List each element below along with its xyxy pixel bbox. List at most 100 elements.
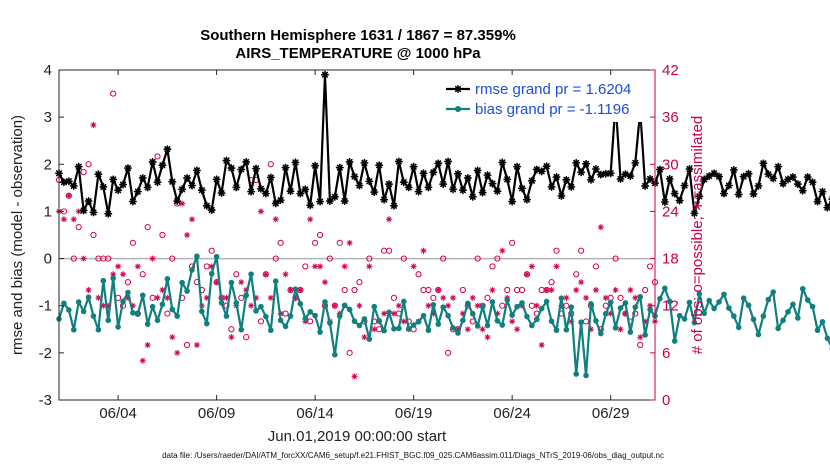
rmse-point bbox=[227, 164, 236, 173]
rmse-point bbox=[665, 174, 674, 183]
rmse-point-stroke bbox=[518, 185, 526, 192]
bias-point bbox=[75, 299, 82, 305]
bias-point bbox=[189, 267, 195, 273]
bias-point bbox=[263, 313, 269, 320]
obs-possible-point bbox=[164, 310, 171, 317]
obs-possible-point bbox=[233, 271, 240, 278]
bias-point bbox=[548, 318, 555, 325]
rmse-point bbox=[547, 182, 556, 191]
bias-point bbox=[164, 276, 171, 282]
obs-assimilated-point bbox=[193, 341, 201, 349]
obs-assimilated-point bbox=[307, 216, 314, 223]
bias-point bbox=[804, 297, 811, 303]
obs-assimilated-point-stroke bbox=[637, 334, 643, 340]
rmse-point bbox=[567, 182, 576, 191]
bias-point bbox=[627, 329, 634, 335]
bias-point bbox=[415, 318, 422, 325]
obs-assimilated-point-stroke bbox=[194, 342, 200, 348]
bias-point bbox=[469, 310, 476, 317]
rmse-point-stroke bbox=[676, 197, 683, 204]
obs-assimilated-point-stroke bbox=[283, 271, 288, 277]
obs-assimilated-point bbox=[361, 334, 368, 341]
obs-assimilated-point-stroke bbox=[229, 334, 234, 340]
rmse-point bbox=[601, 169, 610, 178]
obs-assimilated-point-stroke bbox=[514, 326, 520, 332]
rmse-point bbox=[123, 164, 132, 173]
rmse-point bbox=[798, 186, 807, 195]
rmse-point-stroke bbox=[607, 170, 614, 177]
rmse-point-stroke bbox=[587, 176, 595, 183]
rmse-point bbox=[498, 158, 507, 167]
obs-assimilated-point bbox=[440, 294, 447, 301]
bias-point bbox=[445, 312, 451, 319]
rmse-point bbox=[187, 181, 196, 190]
rmse-point bbox=[69, 181, 78, 190]
bias-point bbox=[248, 271, 254, 277]
rmse-point-stroke bbox=[361, 159, 368, 166]
rmse-point bbox=[813, 197, 822, 206]
rmse-point bbox=[557, 191, 566, 200]
bias-point bbox=[755, 331, 762, 338]
bias-point bbox=[282, 323, 289, 330]
y-tick-label: -3 bbox=[39, 392, 52, 409]
rmse-point bbox=[453, 169, 462, 178]
bias-point bbox=[213, 253, 220, 260]
obs-assimilated-point bbox=[627, 286, 634, 294]
obs-assimilated-point bbox=[449, 294, 457, 301]
obs-assimilated-point-stroke bbox=[189, 216, 195, 222]
obs-assimilated-point-stroke bbox=[421, 248, 426, 254]
rmse-point-stroke bbox=[430, 169, 437, 176]
obs-assimilated-point bbox=[385, 216, 393, 223]
bias-point bbox=[381, 327, 387, 334]
obs-possible-point bbox=[85, 161, 92, 168]
obs-assimilated-point bbox=[100, 302, 107, 309]
obs-possible-point bbox=[617, 294, 624, 301]
rmse-point bbox=[350, 172, 359, 181]
bias-point bbox=[179, 279, 185, 286]
obs-assimilated-point-stroke bbox=[371, 326, 377, 332]
obs-assimilated-point-stroke bbox=[209, 264, 215, 269]
rmse-point-stroke bbox=[129, 198, 136, 205]
obs-assimilated-point-stroke bbox=[554, 264, 559, 269]
bias-point bbox=[272, 278, 279, 285]
obs-possible-point bbox=[351, 286, 358, 294]
obs-assimilated-point-stroke bbox=[426, 303, 431, 309]
obs-assimilated-point bbox=[400, 318, 407, 325]
y-axis-right-label: # of obs: o=possible; ∗=assimilated bbox=[689, 116, 706, 355]
rmse-point-stroke bbox=[602, 170, 609, 177]
obs-assimilated-point bbox=[597, 224, 604, 231]
bias-point bbox=[731, 313, 737, 319]
x-tick-label: 06/29 bbox=[592, 405, 630, 422]
rmse-point-stroke bbox=[548, 183, 555, 190]
obs-assimilated-point-stroke bbox=[100, 303, 106, 309]
obs-assimilated-point-stroke bbox=[357, 303, 362, 309]
obs-assimilated-point-stroke bbox=[273, 216, 279, 222]
rmse-point-stroke bbox=[366, 178, 373, 185]
rmse-point-stroke bbox=[346, 158, 353, 165]
obs-assimilated-point-stroke bbox=[165, 295, 170, 301]
obs-assimilated-point-stroke bbox=[307, 216, 313, 222]
bias-point bbox=[494, 318, 501, 324]
bias-point bbox=[735, 324, 742, 331]
rmse-point bbox=[389, 201, 398, 210]
rmse-point-stroke bbox=[701, 176, 708, 183]
bias-point bbox=[351, 318, 358, 325]
rmse-point bbox=[163, 145, 172, 154]
bias-point bbox=[115, 324, 121, 330]
bias-point bbox=[666, 298, 673, 305]
rmse-point-stroke bbox=[321, 71, 329, 78]
bias-point bbox=[238, 326, 245, 333]
bias-point bbox=[691, 319, 698, 326]
rmse-point-stroke bbox=[425, 184, 432, 191]
rmse-point-stroke bbox=[809, 179, 816, 186]
bias-point bbox=[706, 297, 712, 304]
bias-point bbox=[292, 286, 299, 293]
rmse-point-stroke bbox=[725, 182, 732, 189]
obs-assimilated-point-stroke bbox=[475, 303, 481, 309]
obs-possible-point bbox=[129, 239, 136, 246]
obs-assimilated-point bbox=[331, 302, 338, 309]
rmse-point bbox=[537, 167, 546, 176]
rmse-point bbox=[463, 173, 472, 182]
bias-point bbox=[366, 336, 373, 342]
rmse-point bbox=[468, 192, 477, 201]
